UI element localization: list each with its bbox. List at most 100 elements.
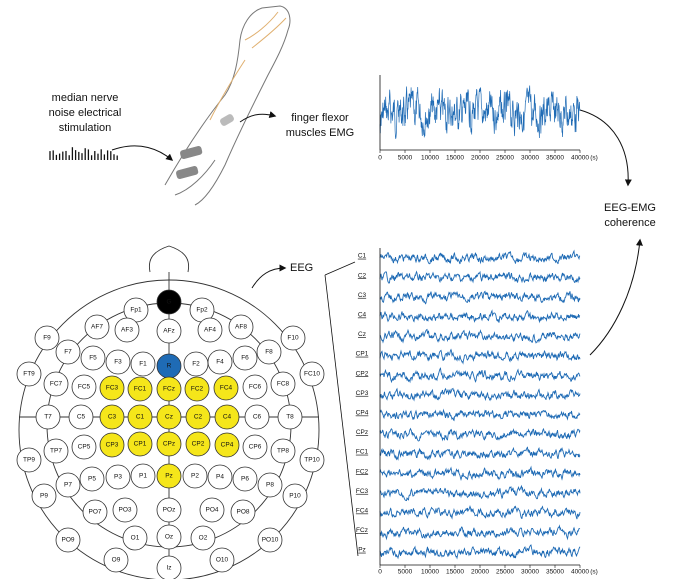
eeg-trace [380,350,580,363]
electrode-label: AF4 [204,327,216,334]
electrode-label: CP6 [249,444,262,451]
electrode-label: CP4 [221,442,234,449]
electrode-label: PO3 [118,507,131,514]
tick-label: 25000 [496,155,514,162]
electrode-label: C4 [223,414,232,421]
electrode-label: F8 [265,349,273,356]
electrode-label: FC4 [220,385,233,392]
electrode-label: F5 [89,355,97,362]
electrode-label: P1 [139,473,147,480]
tick-label: 5000 [398,155,413,162]
tick-label: 30000 [521,155,539,162]
electrode-label: C3 [108,414,117,421]
electrode-label: T8 [286,414,294,421]
tick-label: 25000 [496,569,514,576]
electrode-label: FCz [163,386,175,393]
label: muscles EMG [286,127,354,139]
electrode-label: AF8 [235,324,247,331]
arrow [252,268,285,288]
tick-label: 15000 [446,155,464,162]
channel-label: CP1 [356,351,369,358]
electrode-label: Oz [165,534,173,541]
unit-label: (s) [590,569,598,576]
electrode-label: CP1 [134,441,147,448]
eeg-trace [380,251,580,264]
eeg-trace [380,486,580,501]
electrode-label: F6 [241,355,249,362]
electrode-label: Pz [165,473,173,480]
electrode-label: FC10 [304,371,320,378]
stim-electrode [175,165,199,179]
electrode-label: Iz [166,565,171,572]
electrode-label: PO10 [262,537,279,544]
tick-label: 35000 [546,155,564,162]
electrode-label: C2 [194,414,203,421]
electrode-label: P4 [216,474,224,481]
electrode-label: O9 [112,557,121,564]
label: EEG-EMG [604,202,656,214]
electrode-label: PO7 [88,509,101,516]
electrode-label: CP3 [106,442,119,449]
electrode-label: AF7 [91,324,103,331]
emg-trace [380,86,580,139]
channel-label: FC4 [356,508,369,515]
eeg-trace [380,311,580,323]
electrode-label: O1 [131,535,140,542]
electrode-label: FC2 [191,386,204,393]
electrode-label: P8 [266,482,274,489]
electrode-label: T7 [44,414,52,421]
figure: median nerve noise electrical stimulatio… [0,0,675,579]
electrode-label: F2 [192,361,200,368]
label: median nerve [52,92,119,104]
electrode-label: POz [163,507,176,514]
channel-label: CP2 [356,370,369,377]
electrode-label: AF3 [121,327,133,334]
eeg-trace [380,330,580,343]
electrode-label: P2 [191,473,199,480]
electrode-label: P3 [114,474,122,481]
electrode-label: CP5 [78,444,91,451]
electrode-label: TP7 [50,448,62,455]
tick-label: 10000 [421,155,439,162]
electrode-label: P10 [289,493,301,500]
electrode-label: F1 [139,361,147,368]
eeg-trace [380,291,580,303]
label: stimulation [59,122,112,134]
tick-label: 0 [378,155,382,162]
tick-label: 40000 [571,155,589,162]
eeg-trace [380,447,580,459]
electrode-label: C6 [253,414,262,421]
electrode-label: P9 [40,493,48,500]
electrode-label: FC7 [50,381,63,388]
tick-label: 10000 [421,569,439,576]
electrode-label: C1 [136,414,145,421]
eeg-trace [380,467,580,479]
arrow [590,240,640,355]
electrode-label: R [167,363,172,370]
electrode-label: Fp2 [196,307,208,314]
electrode-label: G [166,299,171,306]
eeg-trace [380,368,580,382]
tick-label: 15000 [446,569,464,576]
label: finger flexor [291,112,349,124]
stim-electrode [179,145,203,159]
tick-label: 40000 [571,569,589,576]
stimulus-pulses [50,147,117,160]
eeg-trace [380,429,580,441]
arrow [112,146,172,160]
tick-label: 35000 [546,569,564,576]
unit-label: (s) [590,155,598,162]
channel-label: FC1 [356,449,369,456]
arrow [580,110,628,185]
bracket [325,262,358,556]
tick-label: 0 [378,569,382,576]
electrode-label: Fp1 [130,307,142,314]
channel-label: CP3 [356,390,369,397]
eeg-trace [380,545,580,558]
electrode-label: F7 [64,349,72,356]
electrode-label: FT9 [23,371,35,378]
electrode-label: FC1 [134,386,147,393]
electrode-label: PO9 [61,537,74,544]
electrode-label: CP2 [192,441,205,448]
electrode-label: O2 [199,535,208,542]
